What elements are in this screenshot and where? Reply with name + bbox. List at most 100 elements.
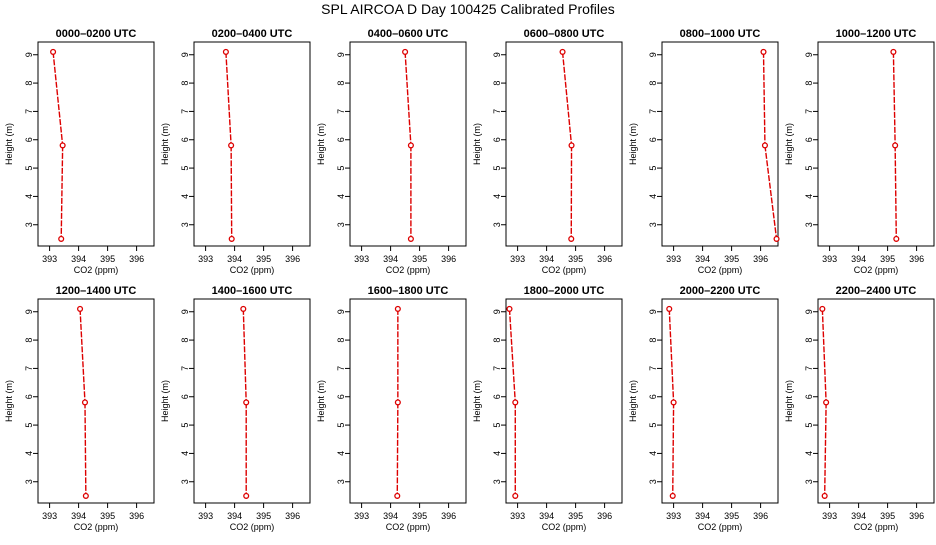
panel-2-ytick-label: 5 (180, 166, 190, 171)
panel-12-xtick-label: 396 (909, 511, 924, 521)
panel-1-xtick-label: 393 (42, 254, 57, 264)
panel-2-ytick-label: 7 (180, 109, 190, 114)
panel-1-ylabel: Height (m) (4, 123, 14, 165)
panel-11-series-line (669, 309, 673, 403)
panel-1-ytick-label: 4 (24, 194, 34, 199)
panel-3-xtick-label: 394 (383, 254, 398, 264)
panel-2-ytick-label: 9 (180, 52, 190, 57)
panel-8-xlabel: CO2 (ppm) (230, 522, 275, 532)
panel-9-ytick-label: 9 (336, 309, 346, 314)
panel-6-ytick-label: 3 (804, 222, 814, 227)
panel-3-xlabel: CO2 (ppm) (386, 265, 431, 275)
panel-11-frame (662, 299, 778, 503)
panel-8-xtick-label: 393 (198, 511, 213, 521)
panel-8-ytick-label: 7 (180, 366, 190, 371)
panel-2-series-line (226, 52, 231, 146)
panel-7-ytick-label: 7 (24, 366, 34, 371)
panel-9-ylabel: Height (m) (316, 380, 326, 422)
panel-1-point (59, 237, 64, 242)
panel-3-ytick-label: 4 (336, 194, 346, 199)
panel-4-xtick-label: 395 (568, 254, 583, 264)
panel-1-ytick-label: 6 (24, 137, 34, 142)
panel-2-xtick-label: 396 (285, 254, 300, 264)
panel-10-ytick-label: 8 (492, 338, 502, 343)
panel-6-xtick-label: 394 (851, 254, 866, 264)
panel-12-series-line (822, 309, 826, 403)
panel-4-xtick-label: 394 (539, 254, 554, 264)
panel-11-ytick-label: 5 (648, 423, 658, 428)
panel-2-xtick-label: 395 (256, 254, 271, 264)
panel-8-xtick-label: 396 (285, 511, 300, 521)
panel-2-xlabel: CO2 (ppm) (230, 265, 275, 275)
panel-11-ytick-label: 9 (648, 309, 658, 314)
panel-9-frame (350, 299, 466, 503)
panel-3-xtick-label: 393 (354, 254, 369, 264)
panel-12-point (820, 307, 825, 312)
panel-11-ytick-label: 7 (648, 366, 658, 371)
panel-5-xtick-label: 394 (695, 254, 710, 264)
panel-9-ytick-label: 4 (336, 451, 346, 456)
panel-11-point (670, 494, 675, 499)
panel-8-ytick-label: 9 (180, 309, 190, 314)
panel-3-xtick-label: 396 (441, 254, 456, 264)
panel-7-xtick-label: 395 (100, 511, 115, 521)
panel-5-ytick-label: 3 (648, 222, 658, 227)
panel-11-ytick-label: 4 (648, 451, 658, 456)
panel-11-xtick-label: 396 (753, 511, 768, 521)
panel-7-ytick-label: 6 (24, 394, 34, 399)
panel-2-ytick-label: 6 (180, 137, 190, 142)
panel-1-series-line (61, 145, 62, 239)
panel-2-point (224, 50, 229, 55)
panel-5-frame (662, 42, 778, 246)
panel-2-series-line (231, 145, 232, 239)
panel-4-ytick-label: 8 (492, 81, 502, 86)
panel-10-xtick-label: 393 (510, 511, 525, 521)
panel-5-xtick-label: 395 (724, 254, 739, 264)
panel-5-ytick-label: 4 (648, 194, 658, 199)
panel-4-ytick-label: 4 (492, 194, 502, 199)
panel-6-xtick-label: 393 (822, 254, 837, 264)
panel-4-xtick-label: 396 (597, 254, 612, 264)
panel-10-ytick-label: 7 (492, 366, 502, 371)
panel-6-frame (818, 42, 934, 246)
panel-3-ytick-label: 7 (336, 109, 346, 114)
panel-8-xtick-label: 394 (227, 511, 242, 521)
panel-8-point (244, 400, 249, 405)
panel-11-xlabel: CO2 (ppm) (698, 522, 743, 532)
panel-12-xtick-label: 394 (851, 511, 866, 521)
panel-7-point (78, 307, 83, 312)
panel-12-point (824, 400, 829, 405)
panel-10-xlabel: CO2 (ppm) (542, 522, 587, 532)
panel-9-ytick-label: 6 (336, 394, 346, 399)
panel-8-frame (194, 299, 310, 503)
panel-4-ylabel: Height (m) (472, 123, 482, 165)
panel-6-point (891, 50, 896, 55)
panel-11-point (667, 307, 672, 312)
panel-1-point (60, 143, 65, 148)
panel-6-ylabel: Height (m) (784, 123, 794, 165)
panel-3-xtick-label: 395 (412, 254, 427, 264)
panel-10-point (507, 307, 512, 312)
panel-8-ytick-label: 3 (180, 479, 190, 484)
panel-7-series-line (80, 309, 85, 403)
panel-6-ytick-label: 9 (804, 52, 814, 57)
panel-2-point (229, 237, 234, 242)
panel-3-ytick-label: 9 (336, 52, 346, 57)
panel-4-point (560, 50, 565, 55)
panel-6-series-line (893, 52, 895, 146)
panel-5-ytick-label: 9 (648, 52, 658, 57)
panel-11-xtick-label: 393 (666, 511, 681, 521)
panel-12-ytick-label: 9 (804, 309, 814, 314)
panel-5-xtick-label: 393 (666, 254, 681, 264)
panel-7-ytick-label: 9 (24, 309, 34, 314)
panel-5-series-line (765, 145, 777, 239)
panel-1-point (51, 50, 56, 55)
panel-11-xtick-label: 395 (724, 511, 739, 521)
panel-6-xtick-label: 396 (909, 254, 924, 264)
panel-3-point (403, 50, 408, 55)
panel-7-series-line (85, 402, 86, 496)
panel-2-title: 0200–0400 UTC (212, 28, 293, 40)
panel-1-title: 0000–0200 UTC (56, 28, 137, 40)
panel-11-ytick-label: 3 (648, 479, 658, 484)
panel-5-point (763, 143, 768, 148)
